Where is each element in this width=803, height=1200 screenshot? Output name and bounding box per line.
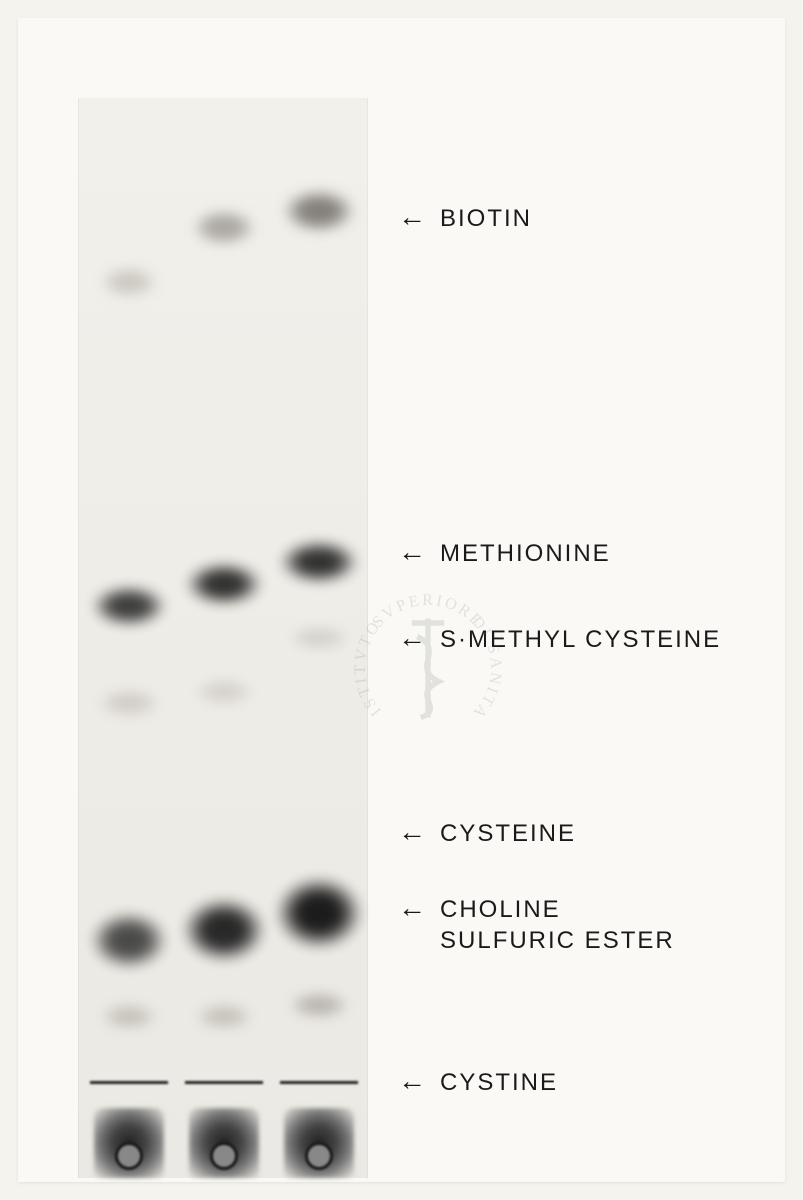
- label-biotin: ← BIOTIN: [398, 203, 532, 234]
- label-text: CYSTINE: [440, 1067, 558, 1098]
- band: [290, 992, 348, 1018]
- arrow-icon: ←: [398, 818, 424, 846]
- photo-frame: ← BIOTIN ← METHIONINE ← S·METHYL CYSTEINE ← CYS…: [18, 18, 785, 1182]
- lane-3: [279, 98, 359, 1178]
- cystine-line: [280, 1081, 358, 1084]
- label-text: S·METHYL CYSTEINE: [440, 624, 721, 655]
- band: [187, 563, 261, 605]
- arrow-icon: ←: [398, 538, 424, 566]
- band: [284, 190, 354, 232]
- label-choline-sulfuric-ester: ← CHOLINE SULFURIC ESTER: [398, 894, 675, 956]
- band: [92, 913, 166, 968]
- label-text: CHOLINE SULFURIC ESTER: [440, 894, 675, 956]
- band: [289, 626, 349, 650]
- label-text: BIOTIN: [440, 203, 532, 234]
- band: [193, 210, 255, 245]
- arrow-icon: ←: [398, 1067, 424, 1095]
- band: [102, 1004, 157, 1029]
- label-text: METHIONINE: [440, 538, 611, 569]
- band: [195, 679, 253, 705]
- cystine-line: [185, 1081, 263, 1084]
- label-cysteine: ← CYSTEINE: [398, 818, 576, 849]
- lane-2: [184, 98, 264, 1178]
- origin-cup: [305, 1142, 333, 1170]
- label-text: CYSTEINE: [440, 818, 576, 849]
- origin-cup: [210, 1142, 238, 1170]
- band: [281, 541, 357, 583]
- arrow-icon: ←: [398, 624, 424, 652]
- label-methionine: ← METHIONINE: [398, 538, 611, 569]
- band: [197, 1004, 252, 1029]
- band: [277, 878, 361, 948]
- band: [93, 586, 165, 626]
- band: [102, 267, 157, 297]
- chromatogram-strip: [78, 98, 368, 1178]
- label-cystine: ← CYSTINE: [398, 1067, 558, 1098]
- label-s-methyl-cysteine: ← S·METHYL CYSTEINE: [398, 624, 721, 655]
- band-labels: ← BIOTIN ← METHIONINE ← S·METHYL CYSTEINE ← CYS…: [398, 98, 798, 1178]
- cystine-line: [90, 1081, 168, 1084]
- lane-1: [89, 98, 169, 1178]
- band: [99, 689, 159, 717]
- arrow-icon: ←: [398, 894, 424, 922]
- arrow-icon: ←: [398, 203, 424, 231]
- origin-cup: [115, 1142, 143, 1170]
- band: [184, 899, 264, 961]
